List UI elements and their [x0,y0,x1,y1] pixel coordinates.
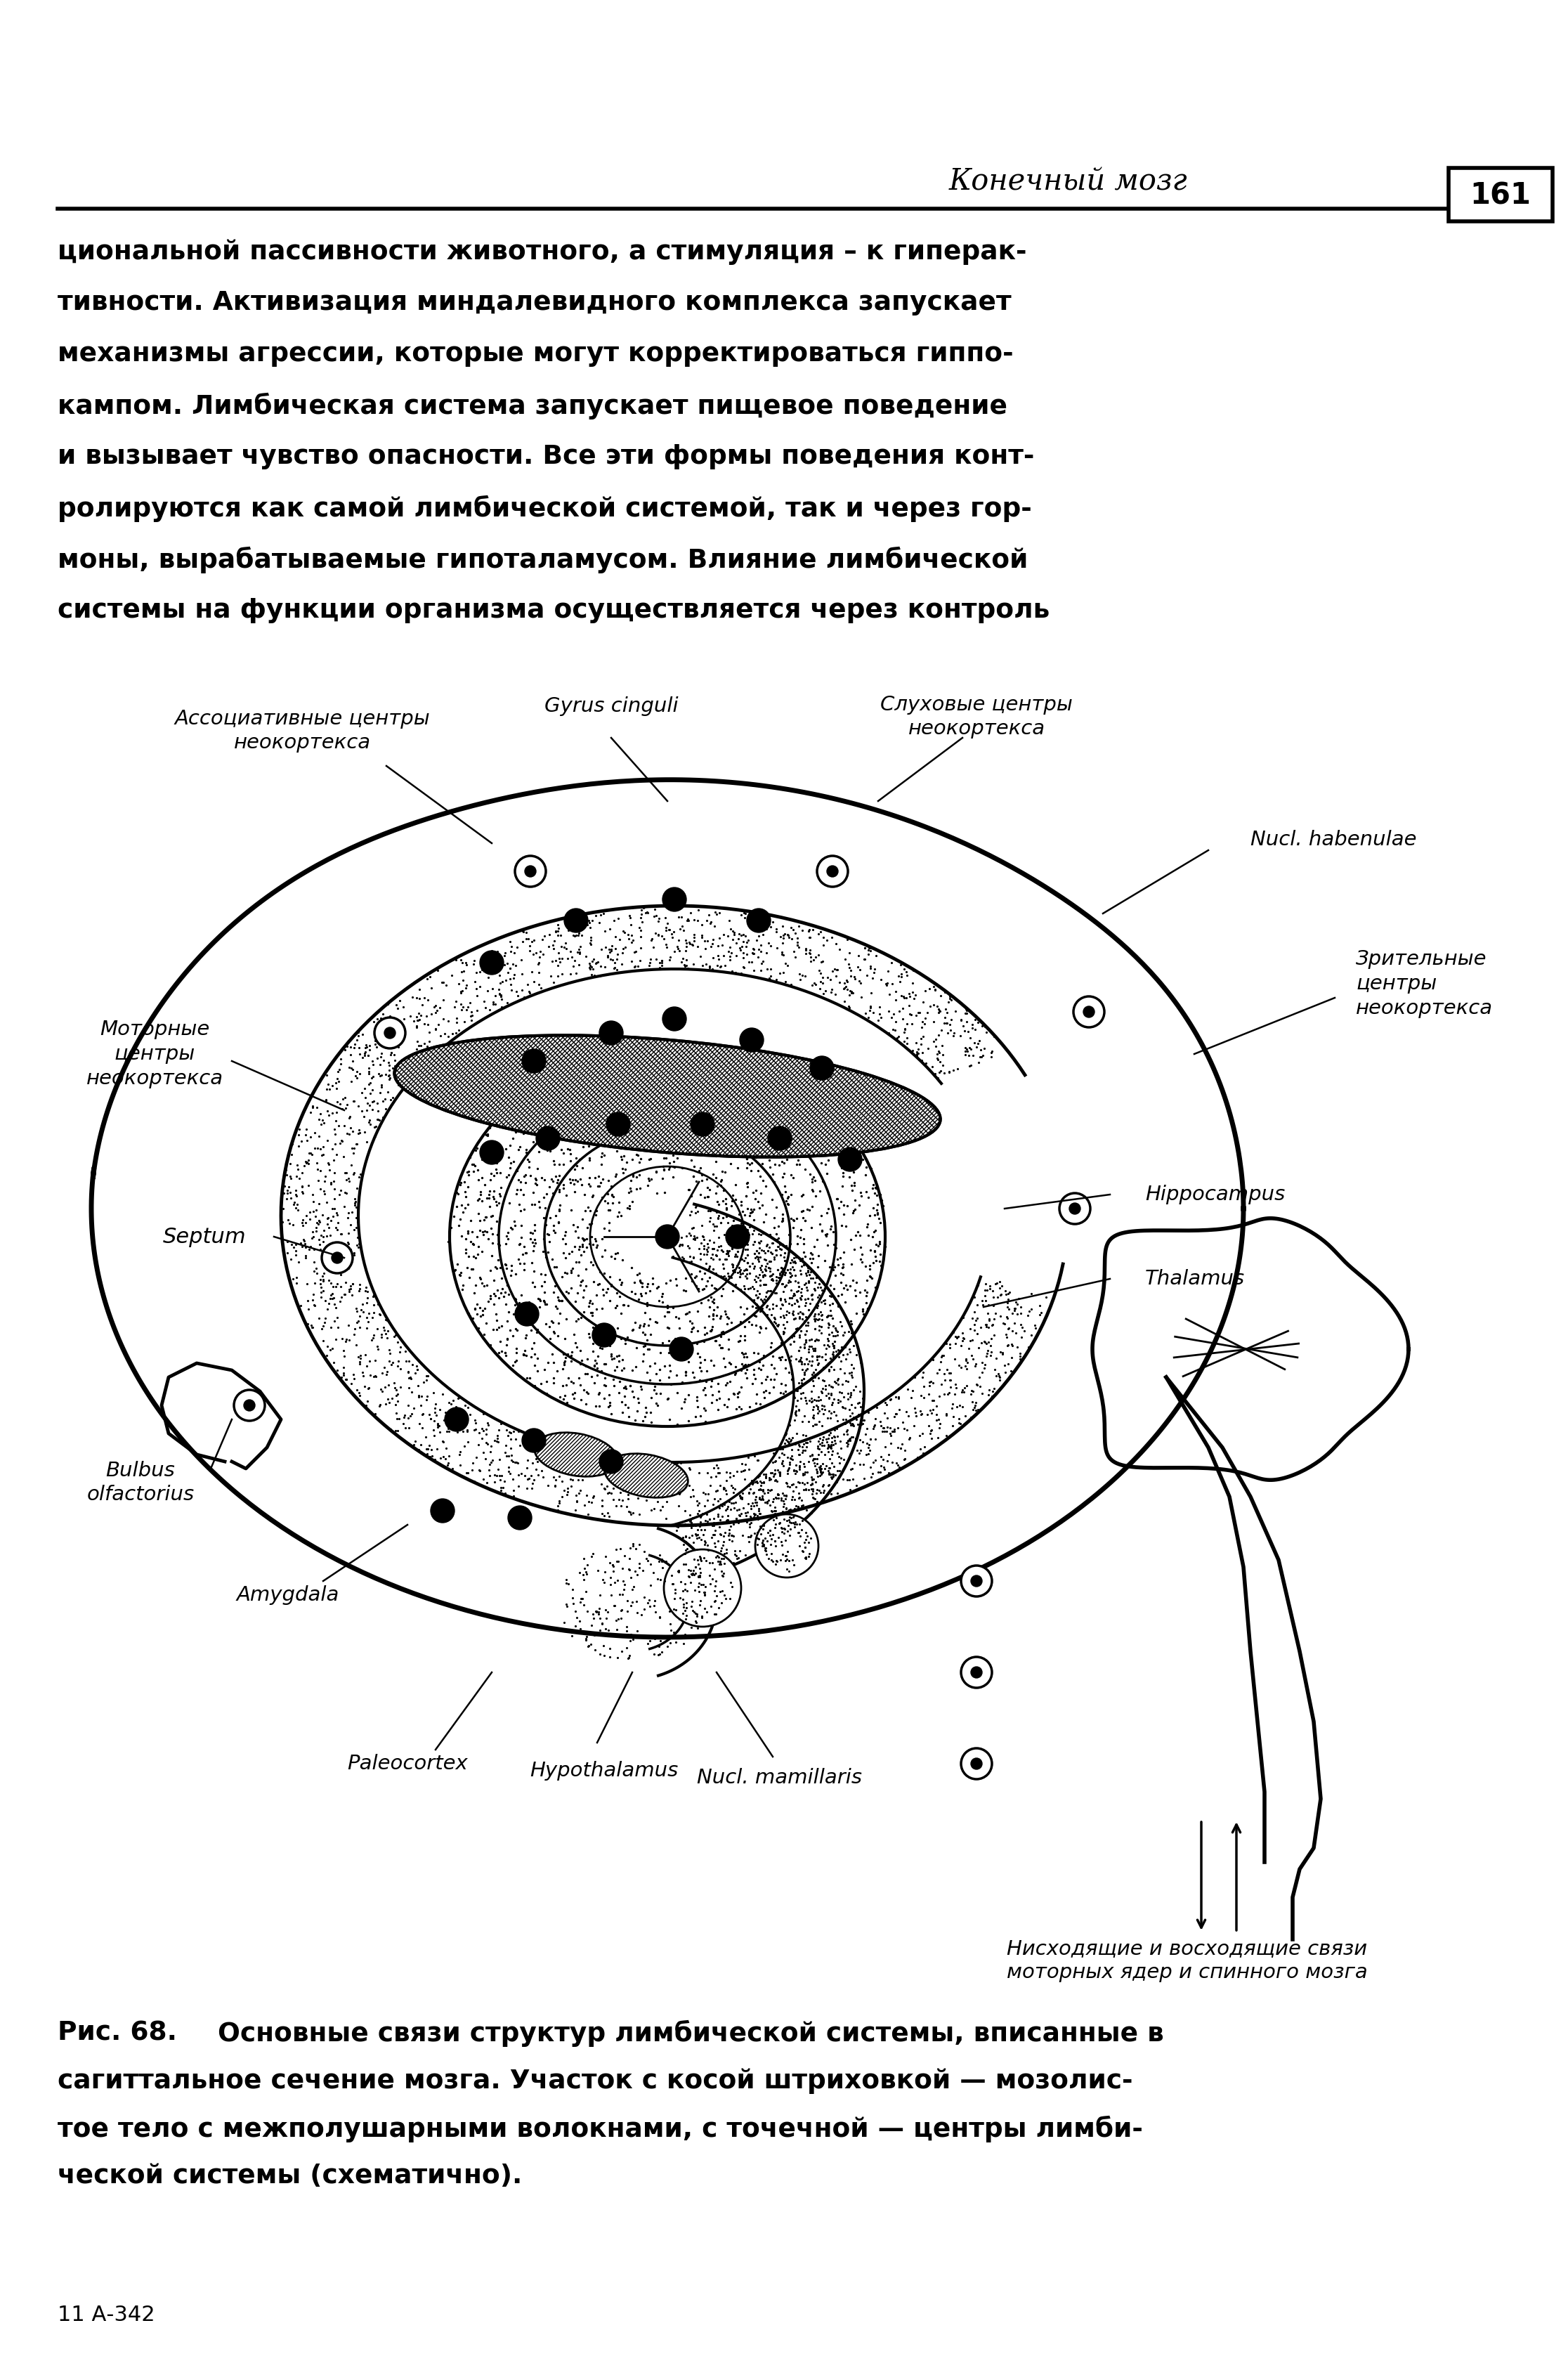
Text: Paleocortex: Paleocortex [347,1755,467,1774]
Circle shape [817,855,848,886]
Text: Основные связи структур лимбической системы, вписанные в: Основные связи структур лимбической сист… [209,2020,1163,2046]
Text: циональной пассивности животного, а стимуляция – к гиперак-: циональной пассивности животного, а стим… [58,239,1027,265]
Text: тое тело с межполушарными волокнами, с точечной — центры лимби-: тое тело с межполушарными волокнами, с т… [58,2115,1143,2143]
Circle shape [522,1049,546,1073]
Circle shape [662,888,687,912]
Ellipse shape [395,1035,941,1158]
Ellipse shape [663,1549,742,1627]
Text: 11 А-342: 11 А-342 [58,2304,155,2325]
Text: Thalamus: Thalamus [1145,1269,1245,1288]
Text: Amygdala: Amygdala [237,1584,339,1606]
Circle shape [607,1113,630,1137]
Ellipse shape [499,1089,836,1385]
Text: ческой системы (схематично).: ческой системы (схематично). [58,2164,522,2188]
Text: Нисходящие и восходящие связи
моторных ядер и спинного мозга: Нисходящие и восходящие связи моторных я… [1007,1939,1367,1982]
Circle shape [514,855,546,886]
Text: Конечный мозг: Конечный мозг [949,166,1187,197]
Circle shape [971,1667,982,1679]
Circle shape [768,1127,792,1151]
Circle shape [961,1658,993,1688]
Circle shape [961,1565,993,1596]
Circle shape [508,1506,532,1530]
Circle shape [746,909,770,933]
Ellipse shape [756,1513,818,1577]
Text: Nucl. habenulae: Nucl. habenulae [1250,829,1416,850]
Circle shape [655,1224,679,1248]
Circle shape [811,1056,834,1080]
Circle shape [971,1575,982,1587]
Text: Зрительные
центры
неокортекса: Зрительные центры неокортекса [1356,950,1493,1018]
Text: Gyrus cinguli: Gyrus cinguli [544,696,677,715]
Circle shape [961,1748,993,1778]
Circle shape [243,1399,256,1411]
Circle shape [564,909,588,933]
Circle shape [593,1324,616,1347]
Text: кампом. Лимбическая система запускает пищевое поведение: кампом. Лимбическая система запускает пи… [58,393,1007,419]
Circle shape [234,1390,265,1421]
Ellipse shape [590,1167,745,1307]
Circle shape [321,1243,353,1274]
Text: механизмы агрессии, которые могут корректироваться гиппо-: механизмы агрессии, которые могут коррек… [58,341,1013,367]
Text: системы на функции организма осуществляется через контроль: системы на функции организма осуществляе… [58,599,1049,623]
Text: Hypothalamus: Hypothalamus [530,1762,679,1781]
Circle shape [670,1338,693,1362]
Circle shape [599,1449,622,1473]
Circle shape [690,1113,715,1137]
Circle shape [331,1253,343,1265]
Circle shape [384,1028,395,1040]
Text: моны, вырабатываемые гипоталамусом. Влияние лимбической: моны, вырабатываемые гипоталамусом. Влия… [58,547,1029,573]
Text: Bulbus
olfactorius: Bulbus olfactorius [86,1461,194,1504]
Ellipse shape [544,1127,790,1345]
Text: тивности. Активизация миндалевидного комплекса запускает: тивности. Активизация миндалевидного ком… [58,291,1011,315]
Circle shape [445,1407,469,1430]
Text: Рис. 68.: Рис. 68. [58,2020,177,2046]
Text: 161: 161 [1471,180,1530,211]
Circle shape [522,1428,546,1452]
Text: Septum: Septum [163,1227,246,1248]
Circle shape [1060,1193,1090,1224]
Circle shape [826,867,837,876]
Circle shape [726,1224,750,1248]
Circle shape [1069,1203,1080,1215]
Circle shape [1083,1006,1094,1018]
FancyBboxPatch shape [1449,168,1552,220]
Text: Nucl. mamillaris: Nucl. mamillaris [698,1769,862,1788]
Circle shape [375,1018,406,1049]
Text: Моторные
центры
неокортекса: Моторные центры неокортекса [86,1021,223,1089]
Circle shape [837,1148,862,1172]
Circle shape [599,1021,622,1044]
Text: Hippocampus: Hippocampus [1145,1184,1286,1205]
Circle shape [525,867,536,876]
Circle shape [480,950,503,976]
Circle shape [480,1141,503,1165]
Text: и вызывает чувство опасности. Все эти формы поведения конт-: и вызывает чувство опасности. Все эти фо… [58,445,1035,469]
Text: ролируются как самой лимбической системой, так и через гор-: ролируются как самой лимбической системо… [58,495,1032,523]
Circle shape [1074,997,1104,1028]
Circle shape [536,1127,560,1151]
Circle shape [740,1028,764,1051]
Text: Ассоциативные центры
неокортекса: Ассоциативные центры неокортекса [174,708,430,753]
Ellipse shape [605,1454,688,1497]
Circle shape [431,1499,455,1523]
Ellipse shape [535,1433,618,1478]
Text: сагиттальное сечение мозга. Участок с косой штриховкой — мозолис-: сагиттальное сечение мозга. Участок с ко… [58,2067,1132,2093]
Circle shape [971,1757,982,1769]
Circle shape [662,1006,687,1030]
Text: Слуховые центры
неокортекса: Слуховые центры неокортекса [880,694,1073,739]
Ellipse shape [450,1047,886,1426]
Circle shape [514,1302,539,1326]
